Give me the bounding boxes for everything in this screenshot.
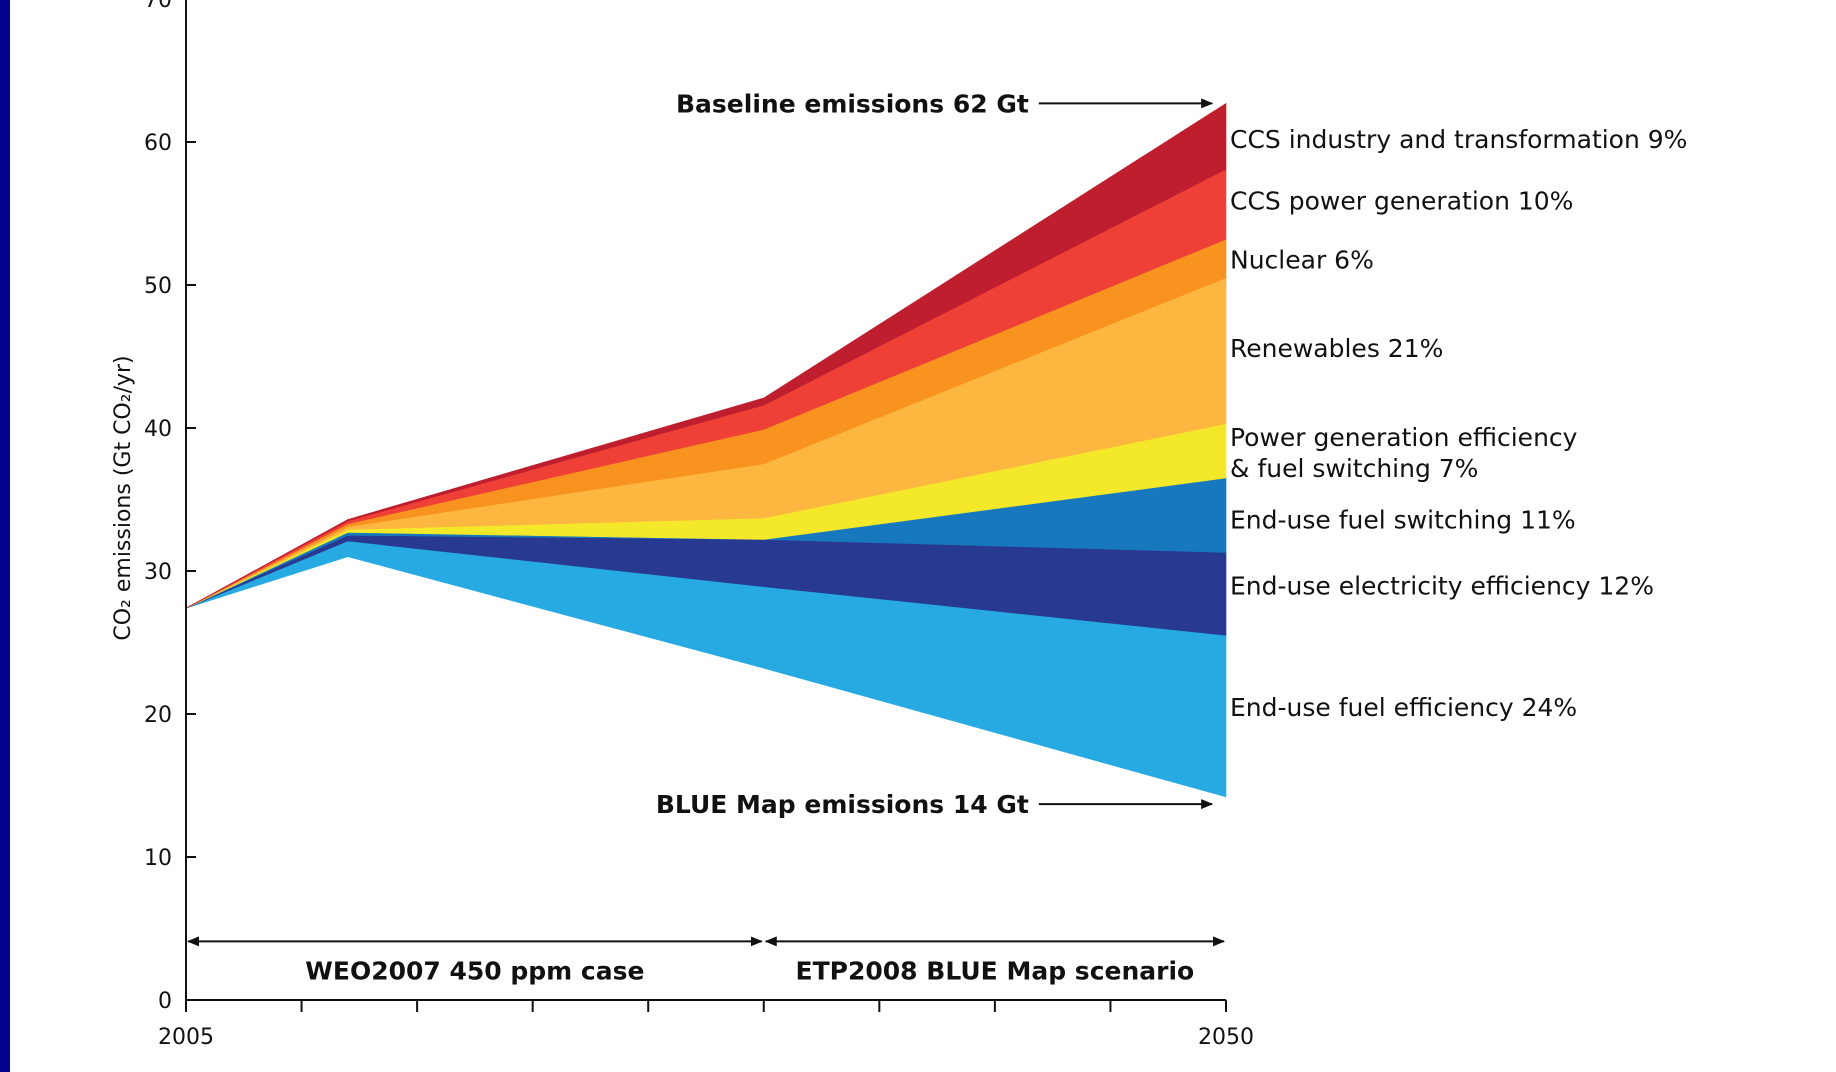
series-label: End-use fuel switching 11% bbox=[1230, 506, 1576, 535]
series-area-8 bbox=[185, 102, 1227, 609]
y-tick-label: 60 bbox=[144, 131, 172, 156]
y-tick-label: 10 bbox=[144, 846, 172, 871]
axes: 0 10 20 30 40 50 60 70 2005 2050 bbox=[144, 0, 1254, 1050]
period-label: ETP2008 BLUE Map scenario bbox=[796, 956, 1195, 985]
series-label: CCS industry and transformation 9% bbox=[1230, 125, 1687, 154]
series-label: End-use fuel efficiency 24% bbox=[1230, 693, 1577, 722]
y-axis-label: CO₂ emissions (Gt CO₂/yr) bbox=[111, 355, 136, 640]
y-tick-label: 70 bbox=[144, 0, 172, 13]
left-accent-bar bbox=[0, 0, 10, 1072]
series-label: Nuclear 6% bbox=[1230, 245, 1374, 274]
period-label: WEO2007 450 ppm case bbox=[305, 956, 644, 985]
series-label: End-use electricity efficiency 12% bbox=[1230, 571, 1654, 600]
series-label: CCS power generation 10% bbox=[1230, 187, 1573, 216]
stacked-areas bbox=[185, 102, 1227, 798]
series-label: Power generation efficiency & fuel switch… bbox=[1230, 423, 1578, 483]
y-tick-label: 20 bbox=[144, 703, 172, 728]
callout-label: BLUE Map emissions 14 Gt bbox=[656, 790, 1029, 819]
y-tick-label: 0 bbox=[158, 989, 172, 1014]
callout-label: Baseline emissions 62 Gt bbox=[676, 89, 1029, 118]
chart-canvas: 0 10 20 30 40 50 60 70 2005 2050 End-use fuel eff… bbox=[10, 0, 1836, 1072]
y-tick-label: 40 bbox=[144, 417, 172, 442]
y-tick-label: 50 bbox=[144, 274, 172, 299]
series-label: Renewables 21% bbox=[1230, 334, 1443, 363]
x-tick-label: 2005 bbox=[158, 1025, 214, 1050]
y-tick-label: 30 bbox=[144, 560, 172, 585]
emissions-chart: 0 10 20 30 40 50 60 70 2005 2050 End-use fuel eff… bbox=[111, 0, 1687, 1050]
x-tick-label: 2050 bbox=[1198, 1025, 1254, 1050]
annotations: Baseline emissions 62 Gt BLUE Map emissio… bbox=[187, 89, 1225, 985]
series-labels: End-use fuel efficiency 24% End-use elect… bbox=[1230, 125, 1687, 722]
